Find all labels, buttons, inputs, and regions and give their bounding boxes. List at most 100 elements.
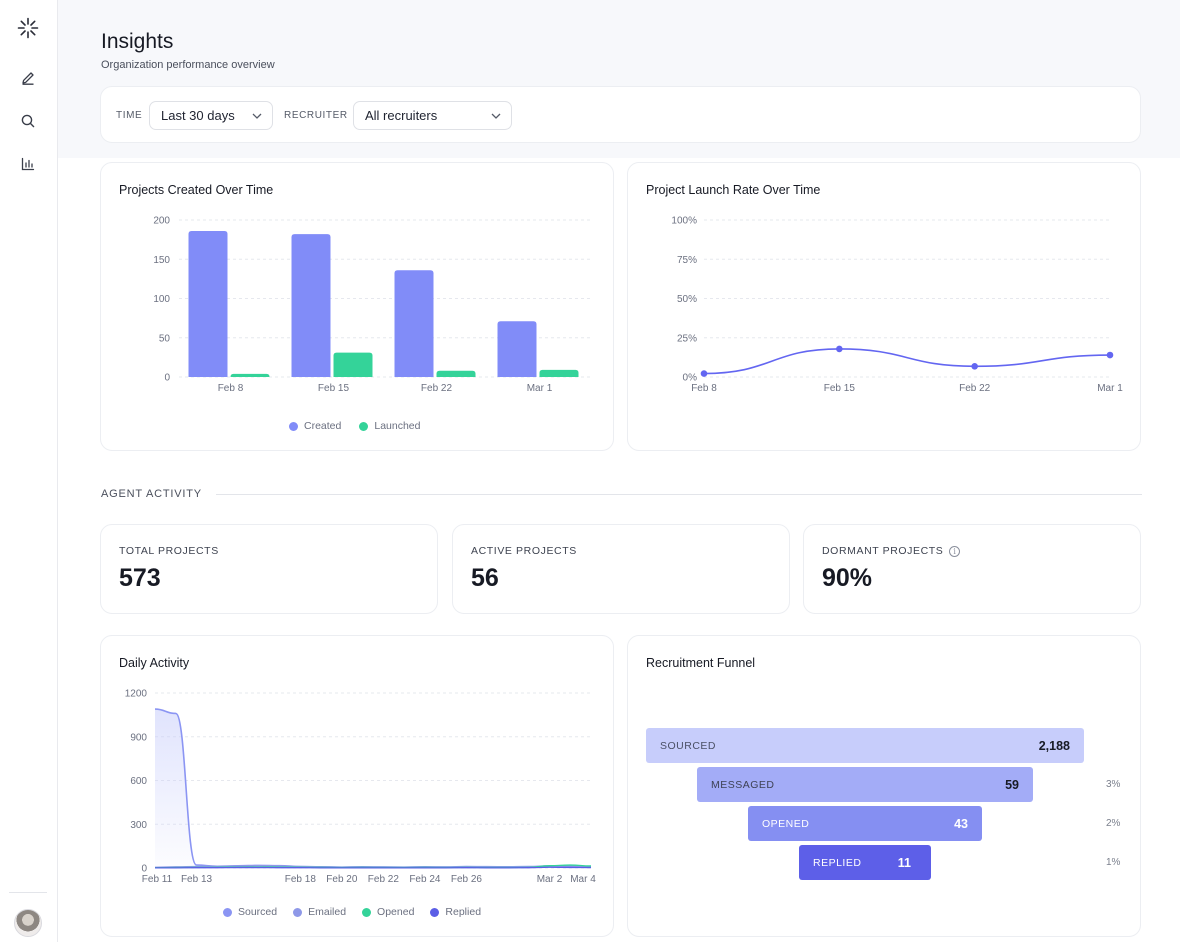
filter-bar: TIME Last 30 days RECRUITER All recruite…: [100, 86, 1141, 143]
stat-card-dormant-projects: DORMANT PROJECTS i 90%: [803, 524, 1141, 614]
bar-created: [497, 321, 537, 377]
section-rule: [216, 494, 1142, 495]
legend-item-opened[interactable]: Opened: [362, 906, 414, 918]
stat-card-active-projects: ACTIVE PROJECTS 56: [452, 524, 790, 614]
x-tick-label: Feb 22: [421, 383, 453, 394]
recruiter-filter-label: RECRUITER: [284, 110, 348, 121]
projects-created-chart: 0 50 100 150 200 Feb 8 Feb 15 Feb 22 Mar 1: [153, 216, 591, 394]
y-tick-label: 1200: [125, 689, 148, 700]
x-tick-label: Feb 15: [824, 383, 856, 394]
series-replied: [155, 866, 592, 869]
bar-launched: [230, 373, 270, 377]
funnel-step-messaged[interactable]: MESSAGED 59: [697, 767, 1033, 802]
series-sourced: [154, 708, 592, 868]
time-select[interactable]: Last 30 days: [149, 101, 273, 130]
stat-label-text: TOTAL PROJECTS: [119, 545, 219, 557]
funnel-step-percent: 1%: [1106, 857, 1121, 868]
y-tick-label: 900: [130, 732, 147, 743]
stat-value: 90%: [822, 564, 873, 592]
legend-swatch: [289, 421, 298, 431]
funnel-step-label: MESSAGED: [711, 778, 775, 791]
x-tick-label: Mar 1: [527, 383, 553, 394]
funnel-step-opened[interactable]: OPENED 43: [748, 806, 982, 841]
stat-label: DORMANT PROJECTS i: [822, 545, 961, 557]
x-tick-label: Feb 8: [218, 383, 244, 394]
x-tick-label: Feb 11: [142, 874, 173, 885]
y-tick-label: 100%: [671, 216, 697, 227]
funnel-step-value: 43: [954, 816, 968, 831]
x-tick-label: Feb 24: [409, 874, 441, 885]
pencil-icon[interactable]: [17, 67, 39, 89]
legend-swatch: [359, 421, 369, 431]
x-tick-label: Feb 22: [959, 383, 991, 394]
x-tick-label: Feb 22: [368, 874, 400, 885]
y-tick-label: 100: [153, 294, 170, 305]
chart-legend: Sourced Emailed Opened Replied: [223, 906, 481, 918]
stat-label-text: DORMANT PROJECTS: [822, 545, 944, 557]
legend-label: Emailed: [308, 906, 347, 918]
x-tick-label: Feb 8: [691, 383, 717, 394]
bar-chart-icon[interactable]: [17, 153, 39, 175]
info-icon[interactable]: i: [949, 545, 961, 557]
sidebar-divider: [9, 892, 47, 893]
legend-item-emailed[interactable]: Emailed: [293, 906, 346, 918]
search-icon[interactable]: [17, 110, 39, 132]
chevron-down-icon: [491, 113, 501, 119]
stat-label: ACTIVE PROJECTS: [471, 545, 577, 557]
stat-card-total-projects: TOTAL PROJECTS 573: [100, 524, 438, 614]
funnel-step-percent: 3%: [1106, 779, 1121, 790]
x-tick-label: Feb 15: [318, 383, 350, 394]
funnel-step-replied[interactable]: REPLIED 11: [799, 845, 931, 880]
chart-legend: Created Launched: [289, 420, 421, 432]
legend-swatch: [430, 907, 440, 917]
legend-item-created[interactable]: Created: [289, 420, 341, 432]
bar-created: [394, 270, 434, 377]
series-line: [703, 348, 1111, 375]
daily-activity-card: Daily Activity 0 300 600 900 1200 Feb 11 Feb 1…: [100, 635, 614, 937]
y-tick-label: 0%: [683, 373, 698, 384]
chart-title: Project Launch Rate Over Time: [646, 183, 821, 197]
legend-item-sourced[interactable]: Sourced: [223, 906, 277, 918]
page-title: Insights: [101, 30, 174, 53]
avatar[interactable]: [14, 909, 42, 937]
time-filter-label: TIME: [116, 110, 143, 121]
funnel-step-label: REPLIED: [813, 856, 862, 869]
x-tick-label: Feb 18: [285, 874, 317, 885]
y-tick-label: 75%: [677, 255, 697, 266]
bar-launched: [539, 369, 579, 377]
funnel-step-value: 2,188: [1038, 738, 1070, 753]
chart-title: Daily Activity: [119, 656, 190, 670]
funnel-step-value: 59: [1005, 777, 1019, 792]
legend-swatch: [362, 907, 372, 917]
legend-label: Launched: [374, 420, 421, 432]
y-tick-label: 200: [153, 216, 170, 227]
x-tick-label: Feb 13: [181, 874, 213, 885]
y-tick-label: 50: [159, 333, 171, 344]
section-heading-agent-activity: AGENT ACTIVITY: [101, 488, 202, 500]
y-tick-label: 600: [130, 776, 147, 787]
legend-item-launched[interactable]: Launched: [359, 420, 421, 432]
recruiter-select-value: All recruiters: [365, 108, 438, 123]
sidebar: [0, 0, 58, 942]
legend-label: Created: [304, 420, 342, 432]
x-tick-label: Feb 26: [451, 874, 483, 885]
legend-label: Replied: [445, 906, 482, 918]
data-point: [700, 370, 708, 377]
recruitment-funnel-card: Recruitment Funnel SOURCED 2,188 MESSAGE…: [627, 635, 1141, 937]
recruiter-select[interactable]: All recruiters: [353, 101, 512, 130]
data-point: [971, 363, 978, 370]
legend-item-replied[interactable]: Replied: [430, 906, 481, 918]
series-sourced-area: [155, 709, 591, 868]
launch-rate-chart: 0% 25% 50% 75% 100% Feb 8 Feb 15 Feb 22 Mar 1: [671, 216, 1123, 395]
chart-title: Projects Created Over Time: [119, 183, 274, 197]
x-tick-label: Mar 4: [570, 874, 596, 885]
launch-rate-card: Project Launch Rate Over Time 0% 25% 50% 75…: [627, 162, 1141, 451]
funnel-step-sourced[interactable]: SOURCED 2,188: [646, 728, 1084, 763]
funnel-step-label: OPENED: [762, 817, 810, 830]
funnel-step-value: 11: [897, 855, 911, 870]
y-tick-label: 25%: [677, 333, 697, 344]
logo-burst-icon[interactable]: [17, 17, 39, 39]
x-tick-label: Mar 2: [537, 874, 563, 885]
page-subtitle: Organization performance overview: [101, 59, 275, 71]
x-tick-label: Feb 20: [326, 874, 358, 885]
